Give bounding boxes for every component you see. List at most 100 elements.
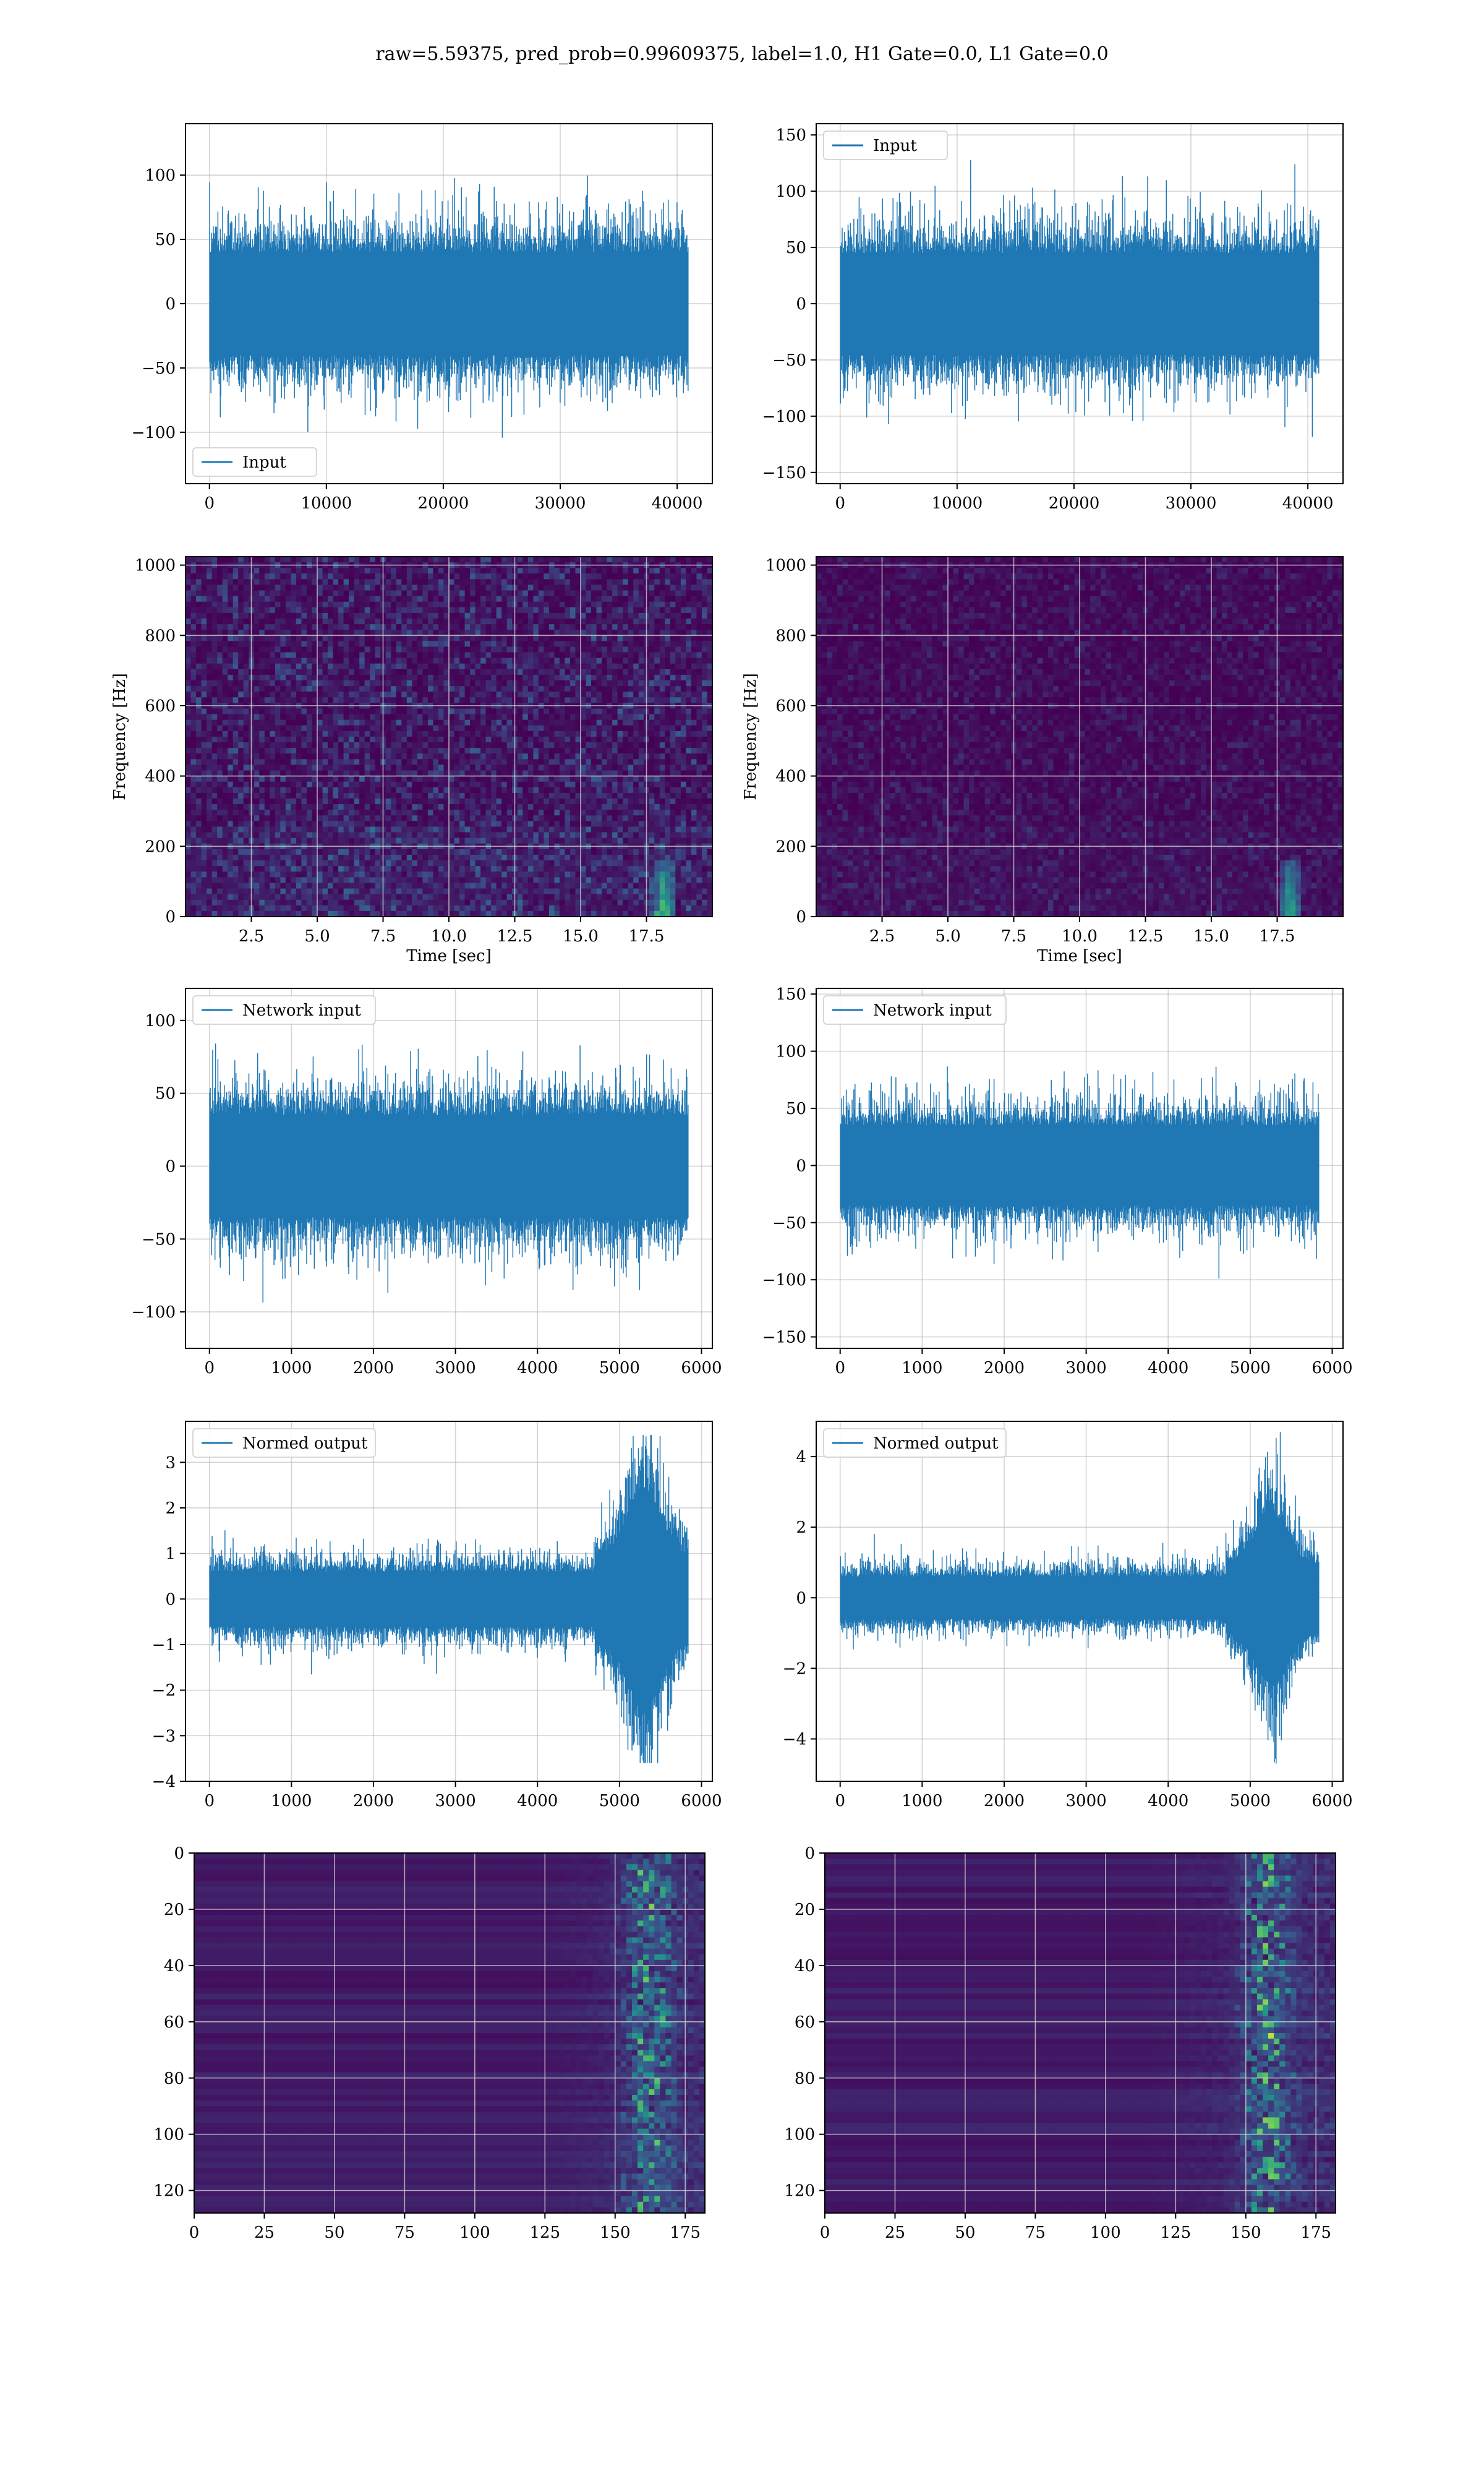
heatmap-cell	[196, 792, 202, 799]
heatmap-cell	[317, 691, 323, 698]
heatmap-cell	[296, 764, 302, 771]
heatmap-cell	[364, 849, 370, 855]
heatmap-cell	[433, 663, 439, 670]
heatmap-cell	[338, 781, 344, 788]
heatmap-cell	[491, 635, 497, 641]
heatmap-cell	[359, 753, 365, 760]
heatmap-cell	[554, 601, 560, 608]
heatmap-cell	[485, 866, 492, 872]
heatmap-cell	[559, 804, 566, 810]
heatmap-cell	[270, 826, 276, 833]
heatmap-cell	[438, 584, 445, 591]
heatmap-cell	[317, 607, 323, 614]
heatmap-cell	[464, 596, 471, 602]
heatmap-cell	[186, 770, 192, 777]
heatmap-cell	[586, 792, 592, 799]
heatmap-cell	[359, 730, 365, 737]
heatmap-cell	[259, 866, 265, 872]
heatmap-cell	[475, 888, 481, 895]
heatmap-cell	[207, 849, 213, 855]
heatmap-cell	[285, 770, 291, 777]
heatmap-cell	[427, 804, 434, 810]
heatmap-cell	[270, 832, 276, 839]
heatmap-cell	[322, 804, 328, 810]
heatmap-cell	[364, 714, 370, 721]
heatmap-cell	[217, 821, 223, 828]
heatmap-cell	[538, 804, 544, 810]
heatmap-cell	[338, 584, 344, 591]
heatmap-cell	[328, 764, 334, 771]
heatmap-cell	[459, 601, 466, 608]
heatmap-cell	[296, 674, 302, 681]
heatmap-cell	[475, 691, 481, 698]
heatmap-cell	[259, 781, 265, 788]
heatmap-cell	[196, 871, 202, 878]
heatmap-cell	[264, 607, 270, 614]
heatmap-cell	[217, 596, 223, 602]
heatmap-cell	[264, 584, 270, 591]
heatmap-cell	[464, 601, 471, 608]
heatmap-cell	[480, 821, 487, 828]
heatmap-cell	[359, 860, 365, 867]
heatmap-cell	[243, 652, 249, 659]
heatmap-cell	[517, 680, 523, 687]
heatmap-cell	[254, 798, 260, 805]
heatmap-cell	[438, 737, 445, 743]
heatmap-cell	[217, 804, 223, 810]
heatmap-cell	[506, 680, 513, 687]
heatmap-cell	[506, 764, 513, 771]
heatmap-cell	[228, 798, 234, 805]
heatmap-cell	[343, 798, 349, 805]
heatmap-cell	[211, 579, 218, 586]
heatmap-cell	[548, 776, 555, 782]
heatmap-cell	[569, 630, 576, 636]
heatmap-cell	[406, 568, 412, 574]
heatmap-cell	[349, 776, 355, 782]
heatmap-cell	[264, 601, 270, 608]
heatmap-cell	[538, 748, 544, 754]
heatmap-cell	[285, 686, 291, 692]
heatmap-cell	[569, 837, 576, 844]
heatmap-cell	[222, 630, 228, 636]
heatmap-cell	[370, 776, 376, 782]
heatmap-cell	[412, 781, 418, 788]
heatmap-cell	[317, 770, 323, 777]
heatmap-cell	[238, 894, 244, 901]
heatmap-cell	[322, 573, 328, 580]
heatmap-cell	[443, 624, 450, 630]
heatmap-cell	[533, 657, 539, 664]
heatmap-cell	[238, 663, 244, 670]
heatmap-cell	[533, 871, 539, 878]
heatmap-cell	[391, 810, 397, 816]
heatmap-cell	[475, 573, 481, 580]
heatmap-cell	[270, 781, 276, 788]
heatmap-cell	[491, 781, 497, 788]
heatmap-cell	[586, 759, 592, 766]
heatmap-cell	[433, 635, 439, 641]
heatmap-cell	[228, 573, 234, 580]
heatmap-cell	[232, 787, 239, 794]
heatmap-cell	[254, 601, 260, 608]
heatmap-cell	[217, 714, 223, 721]
heatmap-cell	[370, 832, 376, 839]
heatmap-cell	[301, 832, 307, 839]
heatmap-cell	[586, 618, 592, 625]
heatmap-cell	[186, 663, 192, 670]
heatmap-cell	[385, 764, 391, 771]
heatmap-cell	[343, 821, 349, 828]
heatmap-cell	[270, 646, 276, 653]
heatmap-cell	[254, 877, 260, 884]
heatmap-cell	[427, 748, 434, 754]
heatmap-cell	[417, 810, 423, 816]
heatmap-cell	[186, 748, 192, 754]
heatmap-cell	[259, 557, 265, 563]
heatmap-cell	[211, 888, 218, 895]
heatmap-cell	[259, 669, 265, 675]
heatmap-cell	[470, 624, 476, 630]
heatmap-cell	[491, 899, 497, 906]
heatmap-cell	[285, 905, 291, 912]
heatmap-cell	[211, 584, 218, 591]
heatmap-cell	[343, 573, 349, 580]
heatmap-cell	[349, 883, 355, 889]
heatmap-cell	[554, 883, 560, 889]
